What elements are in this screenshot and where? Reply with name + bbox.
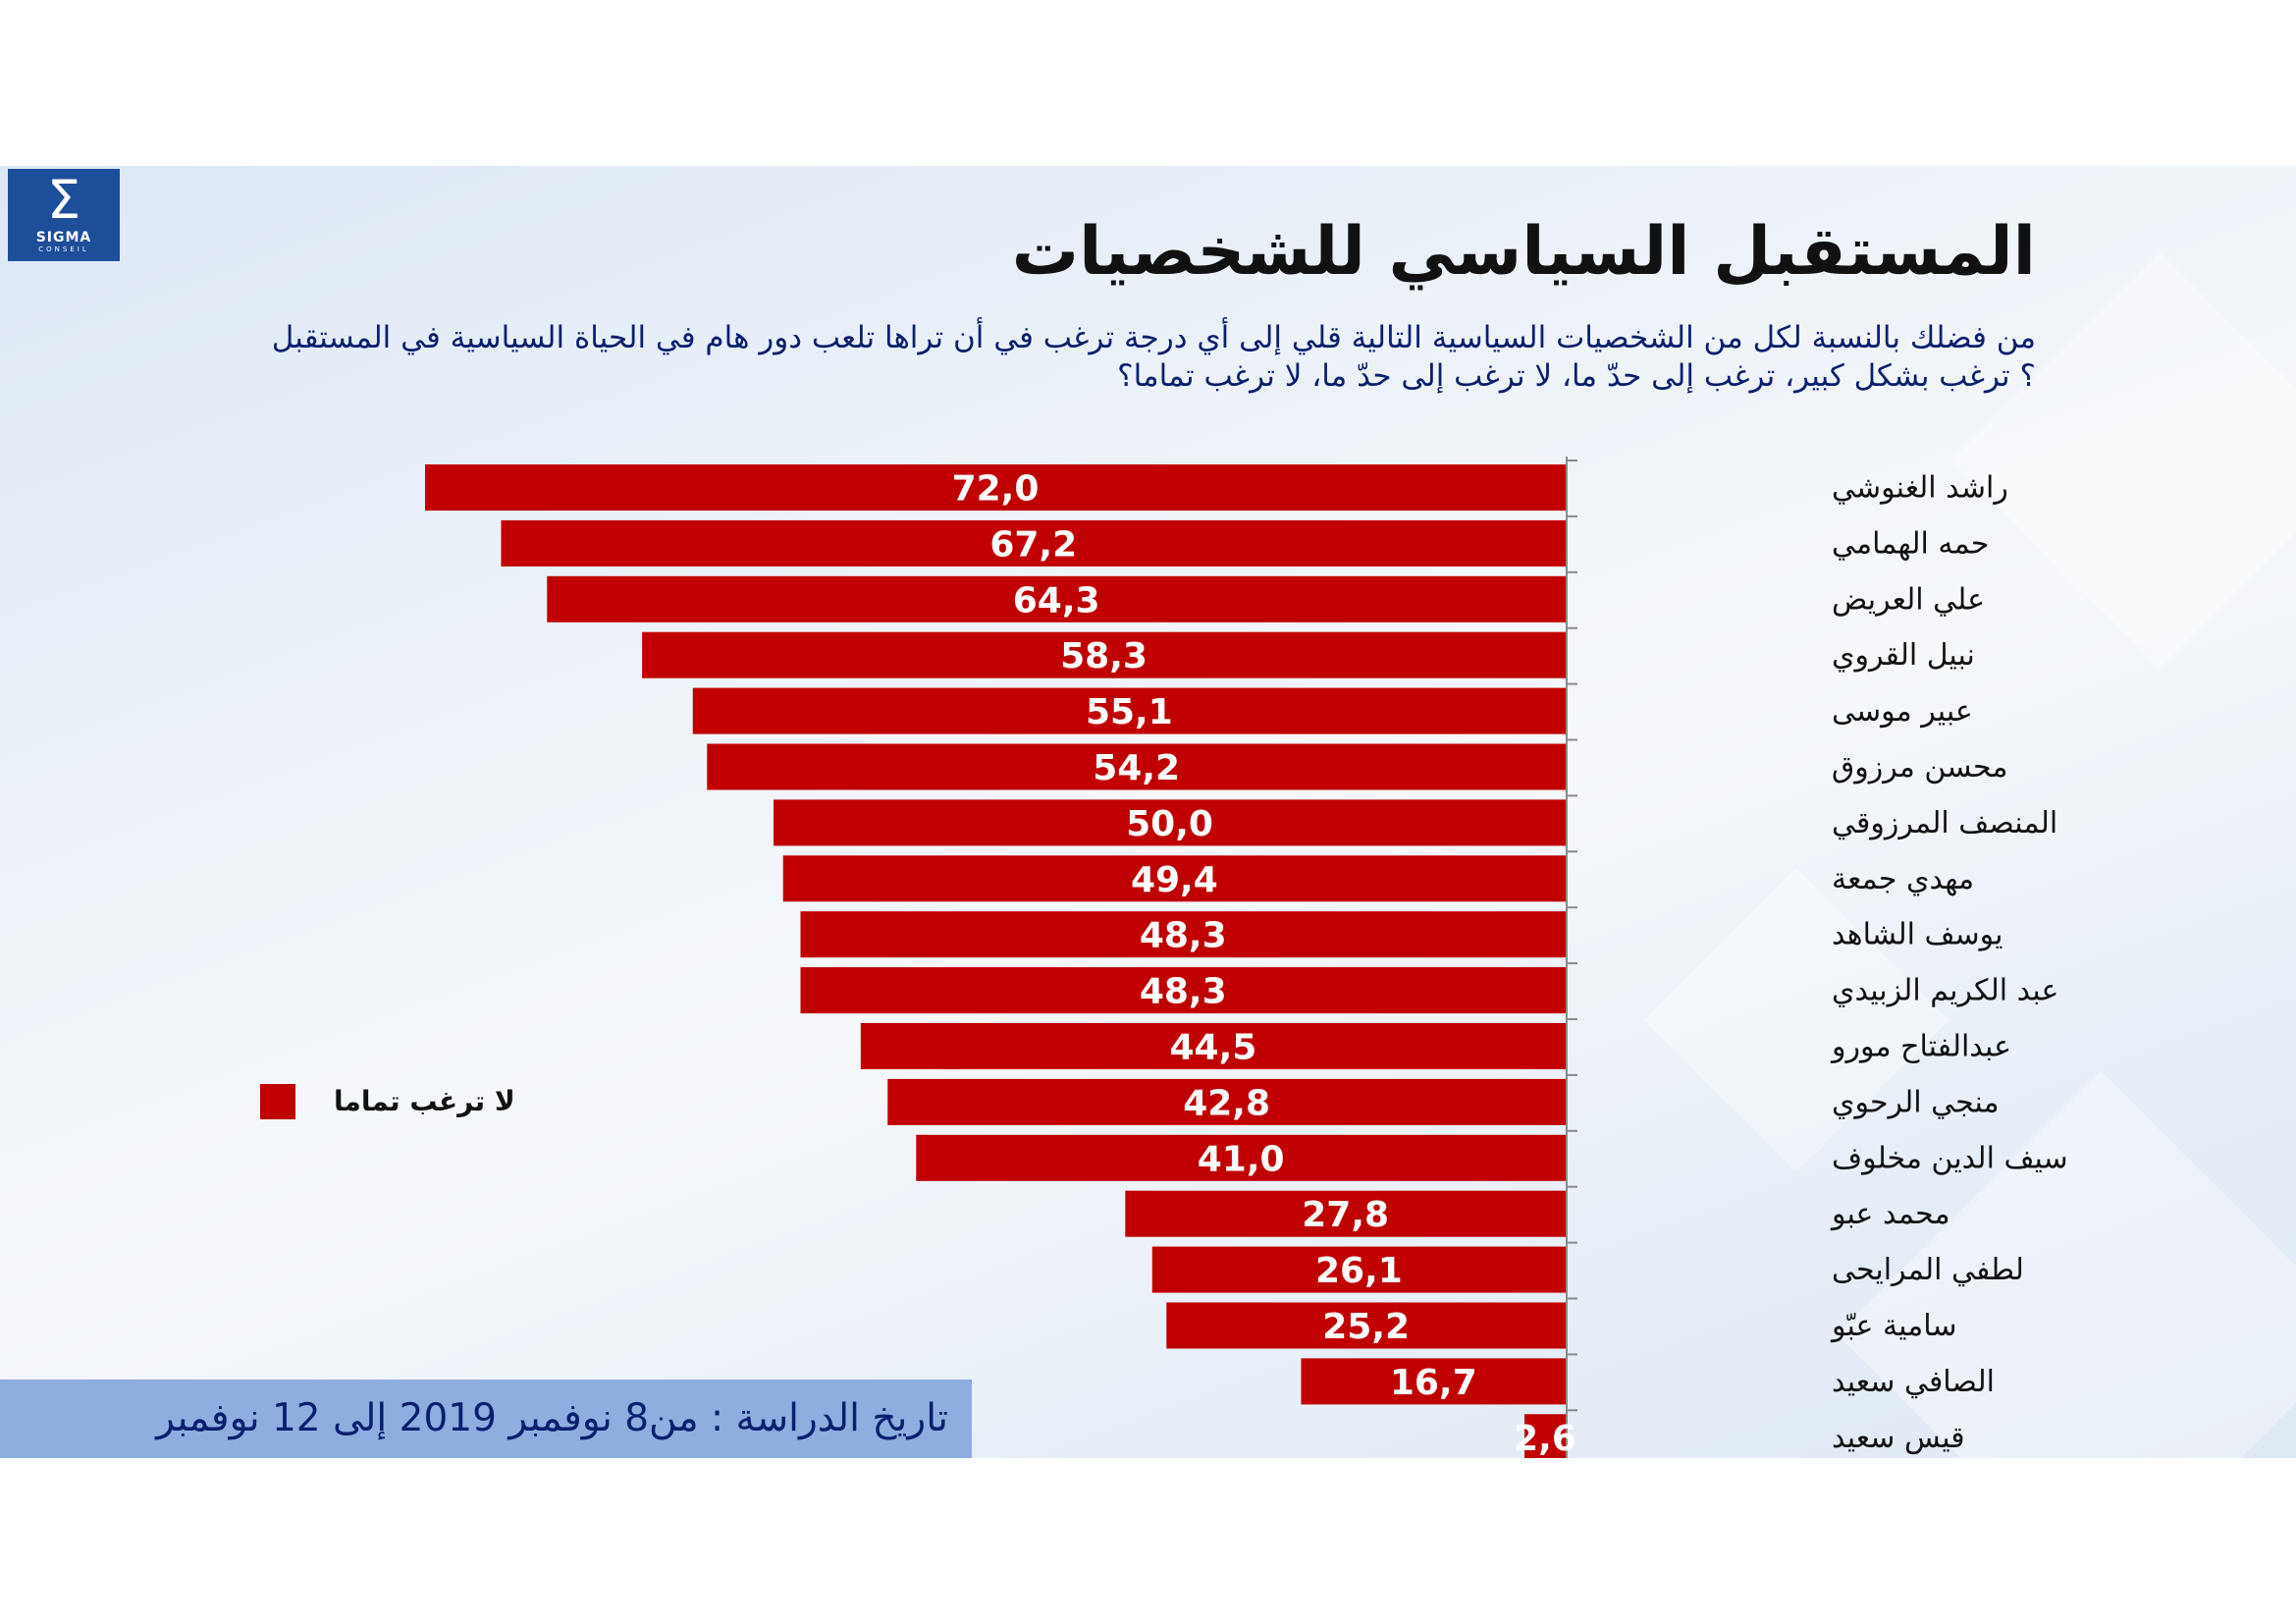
bar [860, 1023, 1566, 1069]
category-label: عبدالفتاح مورو [1830, 1030, 2011, 1064]
data-label: 2,6 [1514, 1419, 1576, 1458]
data-label: 16,7 [1390, 1363, 1477, 1403]
data-label: 54,2 [1093, 748, 1180, 788]
bar [1524, 1414, 1566, 1458]
category-label: يوسف الشاهد [1832, 918, 2003, 952]
data-label: 58,3 [1060, 636, 1148, 677]
footer-bar: تاريخ الدراسة : من8 نوفمبر 2019 إلى 12 ن… [0, 1380, 972, 1458]
bar [887, 1078, 1566, 1125]
category-label: سامية عبّو [1830, 1309, 1956, 1343]
bar [800, 967, 1566, 1014]
category-label: عبير موسى [1832, 694, 1973, 729]
data-label: 44,5 [1169, 1028, 1256, 1068]
category-label: محسن مرزوق [1832, 750, 2007, 785]
category-label: سيف الدين مخلوف [1832, 1141, 2068, 1175]
legend-label: لا ترغب تماما [334, 1085, 515, 1117]
bar [642, 631, 1566, 678]
data-label: 50,0 [1126, 804, 1213, 844]
category-label: مهدي جمعة [1832, 862, 1974, 896]
category-label: نبيل القروي [1832, 638, 1975, 673]
page-title: المستقبل السياسي للشخصيات [1011, 213, 2036, 291]
bar [774, 799, 1566, 846]
bar [692, 687, 1566, 734]
bar [1301, 1358, 1566, 1405]
logo-subname: CONSEIL [38, 245, 89, 253]
category-label: لطفي المرايحى [1832, 1253, 2024, 1287]
category-label: الصافي سعيد [1832, 1365, 1995, 1399]
category-label: حمه الهمامي [1832, 526, 1989, 561]
legend-swatch [260, 1084, 295, 1119]
data-label: 26,1 [1315, 1251, 1403, 1291]
data-label: 42,8 [1183, 1083, 1270, 1123]
category-label: قيس سعيد [1832, 1421, 1965, 1455]
bar [782, 855, 1566, 902]
data-label: 72,0 [952, 469, 1040, 510]
bar [707, 743, 1566, 790]
category-label: المنصف المرزوقي [1832, 806, 2057, 840]
bar-chart: 72,0 راشد الغنوشي 67,2 حمه الهمامي 64,3 علي ا… [425, 457, 2068, 1458]
bar [800, 911, 1566, 958]
question-line-2: ؟ ترغب بشكل كبير، ترغب إلى حدّ ما، لا تر… [1117, 358, 2036, 394]
bar [425, 464, 1566, 511]
data-label: 67,2 [989, 524, 1077, 565]
question-line-1: من فضلك بالنسبة لكل من الشخصيات السياسية… [271, 320, 2036, 355]
data-label: 48,3 [1140, 916, 1227, 956]
slide: Σ SIGMA CONSEIL المستقبل السياسي للشخصيا… [0, 166, 2296, 1458]
category-label: محمد عبو [1830, 1197, 1950, 1231]
data-label: 49,4 [1131, 860, 1218, 900]
data-label: 64,3 [1013, 580, 1100, 621]
bar [1151, 1246, 1566, 1293]
category-label: راشد الغنوشي [1832, 471, 2008, 506]
bar [547, 575, 1566, 623]
bar [1125, 1190, 1566, 1237]
category-label: علي العريض [1832, 582, 1985, 617]
bar [916, 1134, 1566, 1181]
category-label: عبد الكريم الزبيدي [1832, 974, 2058, 1008]
category-label: منجي الرحوي [1832, 1085, 2000, 1119]
logo-name: SIGMA [35, 230, 92, 245]
data-label: 48,3 [1140, 972, 1227, 1012]
data-label: 25,2 [1322, 1307, 1410, 1347]
study-date: تاريخ الدراسة : من8 نوفمبر 2019 إلى 12 ن… [156, 1396, 948, 1440]
data-label: 55,1 [1086, 692, 1173, 732]
bar [501, 519, 1566, 567]
sigma-icon: Σ [46, 169, 81, 231]
data-label: 41,0 [1198, 1139, 1285, 1179]
sigma-logo: Σ SIGMA CONSEIL [8, 169, 120, 261]
data-label: 27,8 [1302, 1195, 1389, 1235]
bar [1166, 1302, 1566, 1349]
